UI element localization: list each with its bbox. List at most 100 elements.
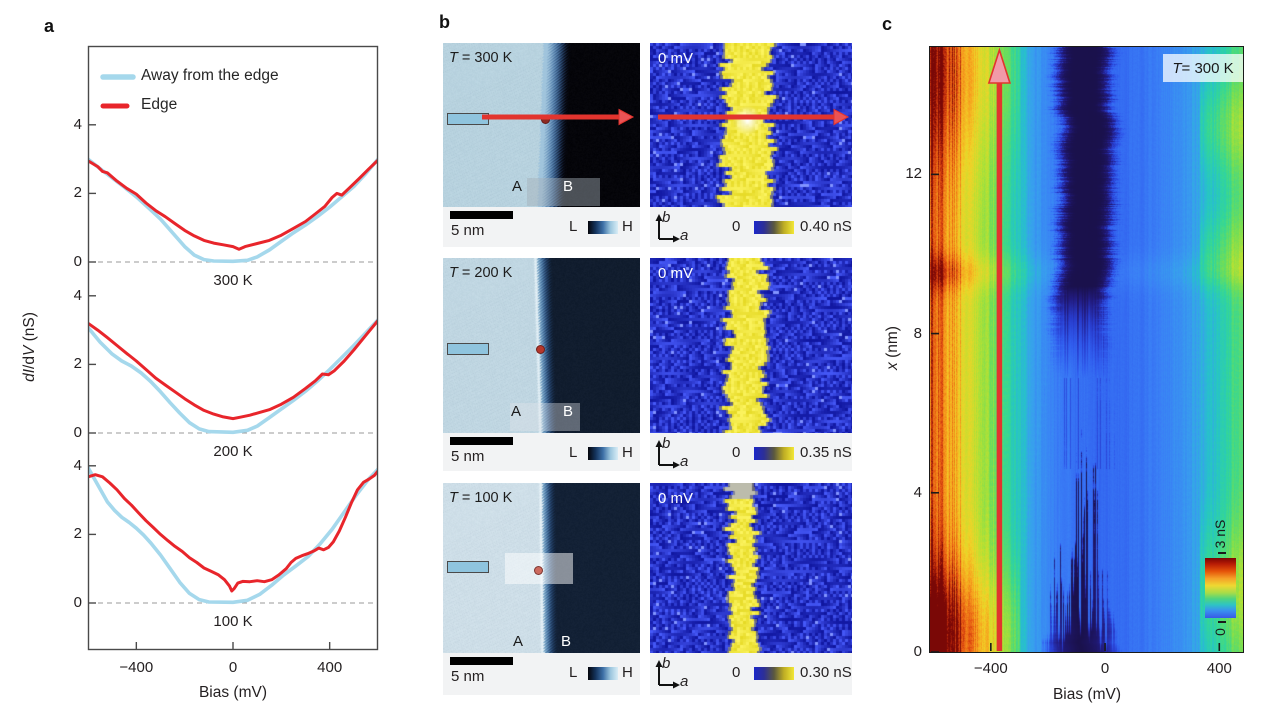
topo-colorbar-gradient [588,667,618,680]
bias-annotation: 0 mV [658,490,694,507]
panel-c-label: c [882,14,893,34]
y-tick-label: 4 [73,115,82,133]
x-tick-label: 0 [228,659,238,676]
map-colorbar-max-label: 0.40 nS [800,218,852,235]
didv-spectra-plot [87,45,379,651]
y-tick-label: 2 [73,525,82,543]
heatmap-canvas [930,47,1243,652]
label-part: = 300 K [457,50,513,66]
edge-curve-200K [89,319,377,421]
heatmap-overlay [931,47,1221,652]
topography-image: T = 300 K A B [443,43,640,207]
temperature-label: 200 K [213,443,253,460]
map-colorbar-max-label: 0.30 nS [800,664,852,681]
topo-colorbar-low-label: L [569,444,578,461]
axis-b-label: b [662,655,671,672]
temperature-badge: T = 300 K [1163,54,1243,82]
region-label-backdrop [527,178,600,206]
label-part: = 100 K [457,490,513,506]
averaging-rectangle-marker [447,561,489,573]
didv-map-image: 0 mV [650,43,852,207]
bias-annotation: 0 mV [658,265,694,282]
legend-away-label: Away from the edge [141,67,279,84]
axis-a-label: a [680,227,689,244]
topo-colorbar-low-label: L [569,218,578,235]
label-part: d [21,373,38,382]
map-colorbar-min-label: 0 [732,444,741,461]
map-footer: b a 0 0.35 nS [650,433,852,471]
c-x-tick-label: 0 [1100,660,1110,677]
away-curve-100K [89,466,377,605]
bias-position-heatmap: T = 300 K 3 nS 0 [929,46,1244,653]
panel-c-y-axis-title: x (nm) [884,288,902,408]
c-y-tick-label: 8 [913,324,922,342]
topography-canvas [443,43,640,207]
label-part: /d [21,356,38,369]
map-colorbar-min-label: 0 [732,664,741,681]
axis-a-label: a [680,673,689,690]
label-part: = 200 K [457,265,513,281]
panel-a-label: a [44,16,55,36]
legend-edge-label: Edge [141,96,178,113]
region-label-a: A [511,403,522,420]
scale-bar-label: 5 nm [451,222,485,239]
scale-bar [450,211,513,219]
didv-map-image: 0 mV [650,258,852,433]
y-tick-label: 2 [73,355,82,373]
map-footer: b a 0 0.30 nS [650,653,852,695]
map-colorbar-gradient [754,447,794,460]
c-y-tick-label: 0 [913,643,922,660]
label-part: x [884,362,901,370]
topo-colorbar-high-label: H [622,444,633,461]
didv-map-image: 0 mV [650,483,852,653]
c-y-tick-label: 12 [905,165,922,183]
map-colorbar-max-label: 0.35 nS [800,444,852,461]
label-part: T [449,50,458,66]
axis-b-label: b [662,435,671,452]
line-scan-arrow [482,108,635,126]
topo-colorbar-low-label: L [569,664,578,681]
axis-box [87,45,379,651]
c-y-tick-label: 4 [913,483,922,501]
crystal-axes-icon [655,440,680,469]
edge-curve-300K [89,158,377,251]
temperature-annotation: T = 300 K [449,50,512,66]
topography-footer: 5 nm L H [443,653,640,695]
panel-a-x-axis-title: Bias (mV) [198,684,268,701]
scale-bar [450,437,513,445]
topography-footer: 5 nm L H [443,433,640,471]
didv-map-canvas [650,258,852,433]
scale-bar-label: 5 nm [451,448,485,465]
x-tick-label: 400 [317,659,343,676]
y-tick-label: 0 [73,594,82,611]
didv-map-canvas [650,43,852,207]
region-label-a: A [513,633,524,650]
map-colorbar-min-label: 0 [732,218,741,235]
temperature-annotation: T = 200 K [449,265,512,281]
region-label-backdrop [510,403,580,431]
axis-b-label: b [662,209,671,226]
c-x-tick-label: 400 [1206,660,1232,677]
topography-footer: 5 nm L H [443,207,640,247]
temperature-label: 100 K [213,613,253,630]
colorbar-gradient [1205,558,1236,618]
line-scan-arrow [658,108,850,126]
region-label-b: B [563,178,574,195]
edge-curve-100K [89,469,377,593]
panel-b-label: b [439,12,450,32]
colorbar-min-label: 0 [1212,628,1228,636]
label-part: I [21,368,38,374]
y-tick-label: 0 [73,424,82,441]
point-spectrum-marker [534,566,543,575]
label-part: T [1172,59,1182,77]
panel-a-y-axis-title: dI/dV (nS) [21,267,39,427]
label-part: T [449,265,458,281]
y-tick-label: 4 [73,286,82,304]
region-label-a: A [512,178,523,195]
label-part: V [21,345,38,357]
label-part: T [449,490,458,506]
crystal-axes-icon [655,214,680,243]
region-label-b: B [561,633,572,650]
panel-c-x-axis-title: Bias (mV) [1052,686,1122,703]
line-cut-arrowhead [987,47,1011,84]
